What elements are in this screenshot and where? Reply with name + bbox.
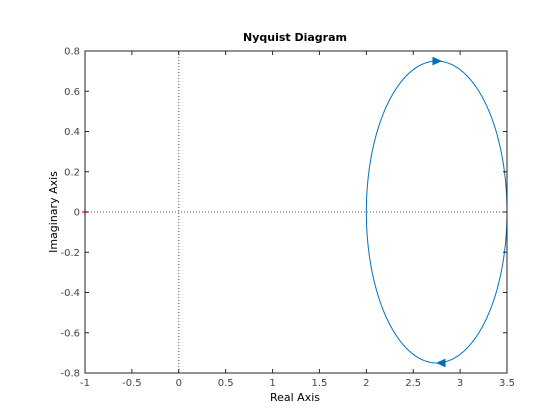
y-tick-label: -0.8 xyxy=(60,369,80,380)
direction-arrow xyxy=(432,56,443,66)
x-tick-label: 1 xyxy=(269,378,275,389)
nyquist-curve-group xyxy=(82,56,508,368)
y-tick-label: -0.2 xyxy=(60,248,80,259)
direction-arrow xyxy=(435,358,446,368)
x-tick-label: 1.5 xyxy=(311,378,327,389)
axes-box xyxy=(84,50,508,374)
x-tick-label: -1 xyxy=(80,378,90,389)
x-tick-label: 2.5 xyxy=(405,378,421,389)
y-tick-label: -0.6 xyxy=(60,328,80,339)
x-tick-label: 2 xyxy=(363,378,369,389)
y-tick-label: 0.8 xyxy=(64,47,80,58)
x-tick-label: 0 xyxy=(176,378,182,389)
y-tick-label: 0.4 xyxy=(64,127,80,138)
ticks: -1 -0.5 0 0.5 1 1.5 2 2.5 3 3.5 -0.8 -0.6 -0.4 -0.2 0 0… xyxy=(60,47,514,390)
y-tick-label: 0.6 xyxy=(64,87,80,98)
y-tick-label: 0 xyxy=(74,208,80,219)
x-tick-label: 0.5 xyxy=(218,378,234,389)
x-tick-label: 3.5 xyxy=(499,378,515,389)
chart-title: Nyquist Diagram xyxy=(243,31,347,44)
x-axis-label: Real Axis xyxy=(270,391,320,404)
y-tick-label: -0.4 xyxy=(60,288,80,299)
zero-lines xyxy=(85,51,507,373)
nyquist-curve xyxy=(365,60,508,364)
y-tick-label: 0.2 xyxy=(64,167,80,178)
x-tick-label: -0.5 xyxy=(122,378,142,389)
y-axis-label: Imaginary Axis xyxy=(47,171,60,253)
x-tick-label: 3 xyxy=(457,378,463,389)
